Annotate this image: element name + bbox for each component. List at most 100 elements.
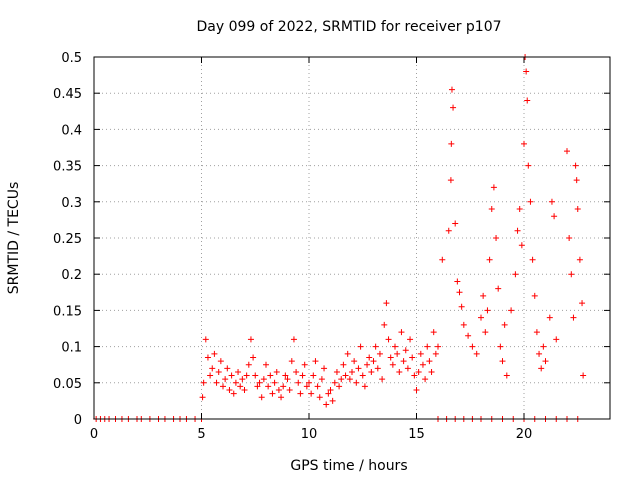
data-point [383, 300, 390, 307]
data-point [267, 372, 274, 379]
data-point [411, 372, 418, 379]
data-point [516, 206, 523, 213]
data-point [407, 336, 414, 343]
data-point [263, 361, 269, 368]
data-point [338, 376, 345, 383]
data-point [413, 387, 420, 394]
y-tick-label: 0.3 [61, 196, 82, 211]
data-point [521, 140, 527, 147]
data-point [224, 365, 231, 372]
data-point [286, 387, 293, 394]
data-point [226, 387, 233, 394]
data-point [548, 198, 555, 205]
data-point [312, 358, 319, 365]
data-point [428, 368, 435, 375]
data-point [478, 314, 484, 321]
data-point [430, 329, 437, 336]
data-point [495, 285, 502, 292]
data-point [456, 289, 463, 296]
data-point [209, 365, 216, 372]
data-point [314, 383, 321, 390]
data-point [452, 220, 459, 227]
x-tick-label: 5 [197, 427, 205, 442]
data-point [359, 372, 366, 379]
data-point [404, 365, 411, 372]
data-point [551, 213, 558, 220]
data-point [199, 394, 206, 401]
data-point [482, 329, 489, 336]
data-point [327, 387, 334, 394]
data-point [349, 368, 355, 375]
data-point [570, 314, 577, 321]
data-point [288, 358, 295, 365]
data-point [306, 379, 312, 386]
data-point [265, 383, 272, 390]
data-point [488, 206, 495, 213]
data-point [398, 329, 405, 336]
data-point [235, 368, 242, 375]
y-tick-label: 0.35 [53, 160, 82, 175]
x-tick-label: 20 [516, 427, 533, 442]
data-point [278, 394, 285, 401]
data-point [211, 350, 218, 357]
data-point [323, 401, 330, 408]
data-point [484, 307, 491, 314]
data-point [310, 372, 317, 379]
data-point [469, 343, 476, 350]
data-point [394, 350, 401, 357]
data-point [447, 177, 454, 184]
data-point [540, 343, 547, 350]
data-point [325, 390, 332, 397]
data-point [415, 368, 422, 375]
data-point [243, 372, 250, 379]
data-point [460, 321, 467, 328]
plot-frame [93, 56, 611, 420]
data-point [573, 177, 580, 184]
data-point [454, 278, 461, 285]
data-point [368, 368, 375, 375]
data-point [503, 372, 510, 379]
data-point [422, 376, 429, 383]
data-point [385, 336, 392, 343]
data-point [303, 383, 310, 390]
data-point [389, 361, 396, 368]
data-point [222, 376, 229, 383]
data-point [564, 148, 570, 155]
data-point [524, 97, 531, 104]
data-point [333, 368, 340, 375]
chart-title: Day 099 of 2022, SRMTID for receiver p10… [196, 19, 501, 35]
data-point [254, 383, 261, 390]
y-tick-label: 0.1 [61, 341, 82, 356]
data-point [204, 354, 211, 361]
data-point [301, 361, 308, 368]
data-point [445, 227, 452, 234]
data-point [361, 383, 368, 390]
grid [94, 57, 610, 419]
data-point [217, 358, 224, 365]
data-point [280, 383, 287, 390]
data-point [497, 343, 504, 350]
x-axis-label: GPS time / hours [290, 458, 407, 474]
data-point [458, 303, 465, 310]
y-tick-label: 0.5 [61, 51, 82, 66]
data-point [576, 256, 583, 263]
data-point [258, 394, 265, 401]
data-point [252, 372, 259, 379]
data-point [202, 336, 209, 343]
data-point [293, 368, 300, 375]
data-point [357, 343, 364, 350]
y-tick-label: 0.4 [61, 123, 82, 138]
data-point [299, 372, 306, 379]
data-point [527, 198, 534, 205]
data-points [93, 54, 587, 422]
data-point [372, 343, 379, 350]
data-point [579, 300, 586, 307]
data-point [282, 372, 289, 379]
data-point [465, 332, 472, 339]
data-point [239, 376, 246, 383]
data-point [568, 271, 575, 278]
y-axis-label: SRMTID / TECUs [6, 182, 22, 295]
data-point [215, 368, 222, 375]
data-point [370, 358, 377, 365]
data-point [574, 206, 581, 213]
